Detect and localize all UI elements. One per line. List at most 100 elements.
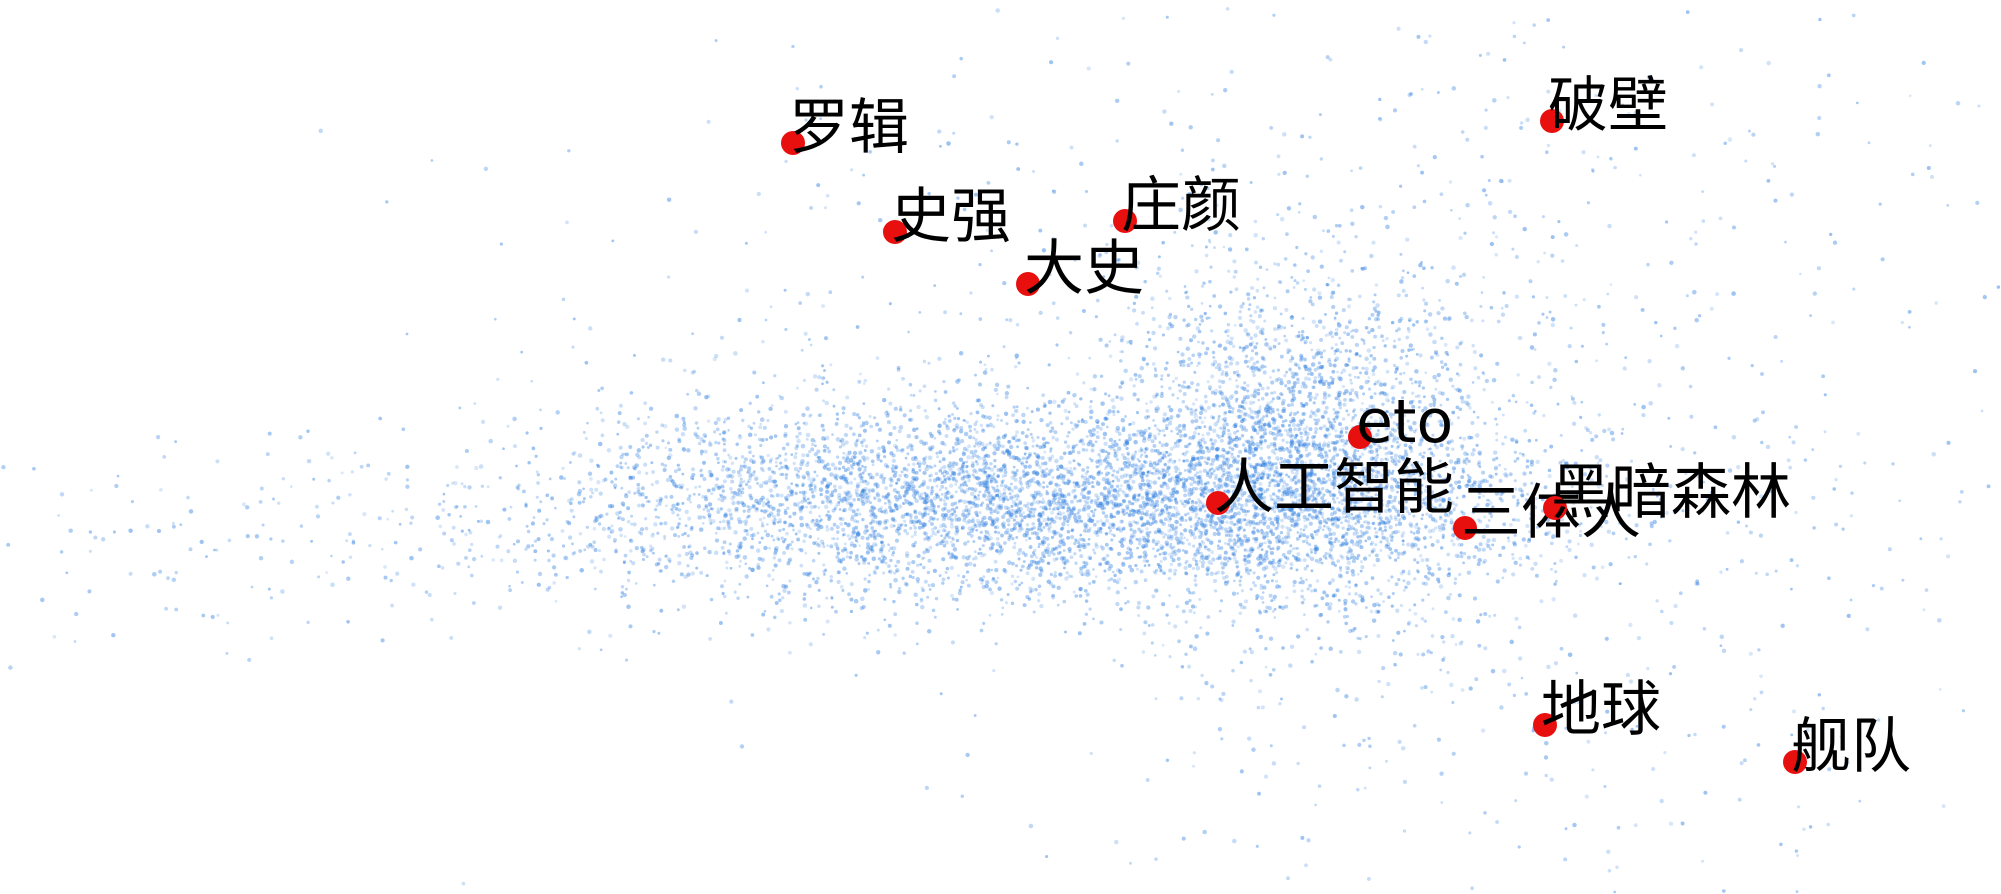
cloud-point xyxy=(1252,526,1256,530)
cloud-point xyxy=(1226,451,1230,455)
cloud-point xyxy=(1403,452,1409,458)
cloud-point xyxy=(1427,566,1432,571)
cloud-point xyxy=(362,511,367,517)
cloud-point xyxy=(1096,503,1101,508)
cloud-point xyxy=(931,517,935,521)
cloud-point xyxy=(1289,518,1295,523)
cloud-point xyxy=(1600,483,1604,487)
cloud-point xyxy=(813,452,818,457)
cloud-point xyxy=(861,489,864,493)
cloud-point xyxy=(960,476,965,481)
cloud-point xyxy=(1374,553,1379,558)
cloud-point xyxy=(1196,546,1201,552)
cloud-point xyxy=(909,518,913,522)
cloud-point xyxy=(1265,524,1271,530)
cloud-point xyxy=(841,465,846,469)
cloud-point xyxy=(1068,469,1074,475)
cloud-point xyxy=(1030,531,1034,535)
cloud-point xyxy=(1217,554,1223,559)
cloud-point xyxy=(1041,512,1045,517)
cloud-point xyxy=(1101,422,1105,427)
cloud-point xyxy=(1164,442,1169,447)
cloud-point xyxy=(1425,506,1429,510)
cloud-point xyxy=(704,497,709,502)
cloud-point xyxy=(807,450,812,454)
cloud-point xyxy=(1195,549,1200,554)
cloud-point xyxy=(624,492,628,496)
cloud-point xyxy=(1423,545,1427,549)
cloud-point xyxy=(1161,476,1165,480)
cloud-point xyxy=(1084,501,1089,507)
cloud-point xyxy=(1121,561,1125,565)
cloud-point xyxy=(1201,506,1205,509)
cloud-point xyxy=(852,462,856,467)
cloud-point xyxy=(1069,555,1074,560)
cloud-point xyxy=(1140,434,1144,438)
cloud-point xyxy=(1018,479,1023,484)
cloud-point xyxy=(678,517,682,521)
cloud-point xyxy=(932,509,936,513)
cloud-point xyxy=(1074,594,1078,598)
cloud-point xyxy=(1252,581,1256,585)
cloud-point xyxy=(945,496,950,500)
cloud-point xyxy=(480,419,486,425)
cloud-point xyxy=(1197,340,1200,344)
cloud-point xyxy=(1253,466,1258,471)
cloud-point xyxy=(1041,510,1045,514)
cloud-point xyxy=(1190,604,1196,609)
cloud-point xyxy=(1249,488,1254,493)
cloud-point xyxy=(1513,214,1517,219)
cloud-point xyxy=(1148,516,1152,520)
cloud-point xyxy=(1445,446,1450,451)
cloud-point xyxy=(1446,440,1452,445)
cloud-point xyxy=(990,485,994,489)
cloud-point xyxy=(1307,513,1311,517)
cloud-point xyxy=(1014,471,1018,475)
cloud-point xyxy=(1192,466,1197,471)
cloud-point xyxy=(949,521,954,526)
cloud-point xyxy=(794,451,798,456)
cloud-point xyxy=(942,420,947,425)
cloud-point xyxy=(1188,442,1192,446)
cloud-point xyxy=(943,390,948,394)
cloud-point xyxy=(1023,515,1027,519)
cloud-point xyxy=(607,526,611,530)
cloud-point xyxy=(989,462,993,466)
cloud-point xyxy=(1141,434,1145,438)
cloud-point xyxy=(1104,478,1109,483)
cloud-point xyxy=(1134,563,1138,568)
cloud-point xyxy=(922,457,927,462)
cloud-point xyxy=(1036,463,1041,467)
cloud-point xyxy=(1367,330,1371,335)
cloud-point xyxy=(1183,549,1189,555)
cloud-point xyxy=(391,509,395,513)
cloud-point xyxy=(1144,491,1148,495)
cloud-point xyxy=(1227,428,1231,433)
cloud-point xyxy=(853,477,857,481)
cloud-point xyxy=(927,519,932,523)
cloud-point xyxy=(1482,372,1486,376)
cloud-point xyxy=(1066,390,1071,395)
cloud-point xyxy=(1089,432,1094,438)
cloud-point xyxy=(1062,549,1066,553)
cloud-point xyxy=(1235,384,1240,389)
cloud-point xyxy=(686,564,690,568)
cloud-point xyxy=(1320,467,1324,470)
cloud-point xyxy=(1272,462,1275,466)
cloud-point xyxy=(873,534,877,539)
cloud-point xyxy=(1397,454,1403,460)
cloud-point xyxy=(1108,531,1112,535)
cloud-point xyxy=(1424,371,1428,375)
cloud-point xyxy=(1232,259,1237,264)
cloud-point xyxy=(1107,409,1112,414)
cloud-point xyxy=(1056,551,1061,556)
cloud-point xyxy=(708,440,712,444)
cloud-point xyxy=(985,580,990,585)
cloud-point xyxy=(1264,647,1268,651)
cloud-point xyxy=(972,540,976,543)
cloud-point xyxy=(1415,353,1419,356)
cloud-point xyxy=(903,498,907,502)
cloud-point xyxy=(1065,571,1069,575)
cloud-point xyxy=(590,544,595,549)
cloud-point xyxy=(1247,456,1252,460)
